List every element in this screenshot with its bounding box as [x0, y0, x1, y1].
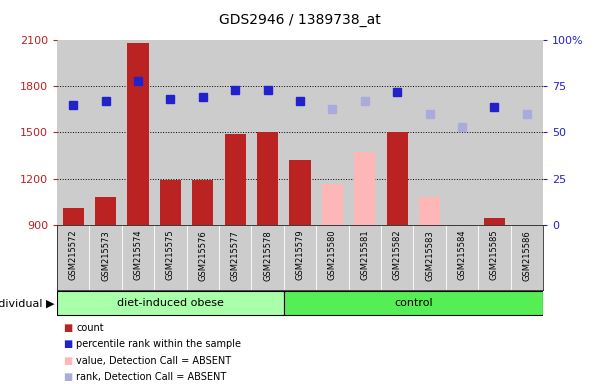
FancyBboxPatch shape: [57, 291, 284, 316]
Bar: [451, 225, 473, 229]
Text: GSM215584: GSM215584: [457, 230, 467, 280]
Text: GSM215581: GSM215581: [360, 230, 369, 280]
Bar: [257, 132, 278, 225]
Bar: [127, 43, 149, 225]
Bar: [160, 180, 181, 225]
Bar: [322, 184, 343, 225]
Text: count: count: [76, 323, 104, 333]
Bar: [289, 160, 311, 225]
Text: rank, Detection Call = ABSENT: rank, Detection Call = ABSENT: [76, 372, 226, 382]
Bar: [62, 208, 84, 225]
Text: GSM215572: GSM215572: [69, 230, 78, 280]
Bar: [419, 197, 440, 225]
Bar: [386, 132, 408, 225]
Text: GSM215582: GSM215582: [392, 230, 402, 280]
Text: GSM215575: GSM215575: [166, 230, 175, 280]
Text: value, Detection Call = ABSENT: value, Detection Call = ABSENT: [76, 356, 232, 366]
Text: GSM215573: GSM215573: [101, 230, 110, 281]
Text: ■: ■: [63, 323, 72, 333]
Bar: [354, 152, 376, 225]
Text: GSM215576: GSM215576: [198, 230, 208, 281]
Bar: [224, 134, 246, 225]
Text: GSM215574: GSM215574: [133, 230, 143, 280]
Bar: [95, 197, 116, 225]
Text: GSM215585: GSM215585: [490, 230, 499, 280]
Text: diet-induced obese: diet-induced obese: [117, 298, 224, 308]
Text: control: control: [394, 298, 433, 308]
Text: ■: ■: [63, 339, 72, 349]
Text: individual ▶: individual ▶: [0, 298, 54, 308]
Text: ■: ■: [63, 356, 72, 366]
Bar: [192, 180, 214, 225]
Text: GSM215583: GSM215583: [425, 230, 434, 281]
Bar: [484, 218, 505, 225]
Text: GSM215577: GSM215577: [230, 230, 240, 281]
Bar: [516, 225, 538, 229]
Text: GDS2946 / 1389738_at: GDS2946 / 1389738_at: [219, 13, 381, 27]
Text: percentile rank within the sample: percentile rank within the sample: [76, 339, 241, 349]
Text: GSM215579: GSM215579: [296, 230, 305, 280]
Text: GSM215580: GSM215580: [328, 230, 337, 280]
FancyBboxPatch shape: [284, 291, 543, 316]
Text: GSM215586: GSM215586: [522, 230, 532, 281]
Text: ■: ■: [63, 372, 72, 382]
Text: GSM215578: GSM215578: [263, 230, 272, 281]
